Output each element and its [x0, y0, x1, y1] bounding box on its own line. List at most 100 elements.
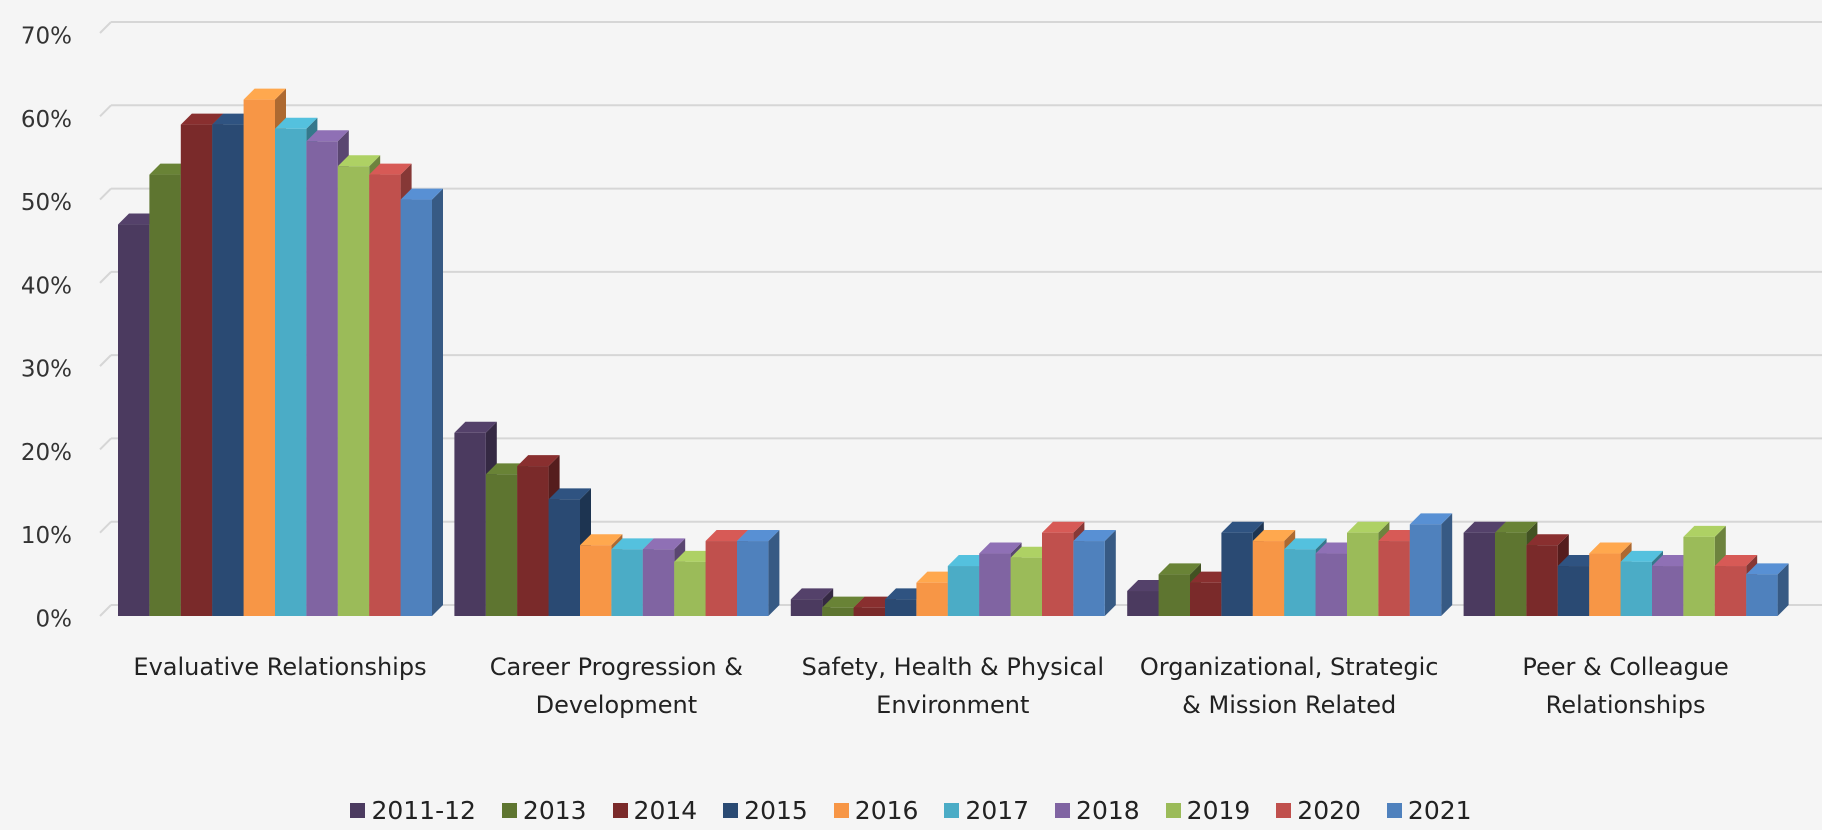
bar: [611, 549, 643, 616]
bar-side: [1441, 513, 1453, 616]
y-tick-label: 0%: [36, 607, 73, 633]
bar-side: [432, 188, 443, 617]
bar: [275, 128, 307, 616]
bar: [1315, 553, 1347, 616]
bar-top: [1620, 550, 1663, 562]
bar: [1526, 545, 1558, 616]
bar-top: [1073, 530, 1116, 542]
legend-swatch: [1055, 803, 1071, 818]
y-tick-label: 50%: [21, 190, 72, 216]
bar: [674, 561, 706, 616]
legend-item: 2018: [1055, 796, 1140, 825]
legend-item: 2011-12: [350, 796, 476, 825]
y-tick-label: 60%: [21, 107, 72, 133]
bar: [1463, 532, 1495, 616]
bar-top: [1042, 521, 1085, 533]
legend-swatch: [944, 803, 960, 818]
bar-top: [979, 542, 1022, 554]
bar-top: [400, 188, 443, 200]
bar-top: [243, 88, 286, 100]
bar: [1589, 553, 1621, 616]
legend-label: 2019: [1186, 796, 1251, 825]
bar-top: [306, 130, 349, 142]
bar-side: [1104, 530, 1116, 616]
bar: [1190, 582, 1222, 616]
bar-top: [337, 155, 381, 167]
legend-label: 2016: [854, 796, 919, 825]
legend-label: 2021: [1407, 796, 1472, 825]
bar: [642, 549, 675, 616]
bar-top: [611, 538, 654, 550]
bar: [454, 432, 486, 616]
legend-label: 2011-12: [371, 796, 476, 825]
bar-top: [790, 588, 834, 600]
x-tick-label: Peer & Colleague Relationships: [1522, 653, 1729, 719]
bar: [822, 607, 854, 616]
bar-top: [1252, 530, 1296, 542]
x-tick-label: Career Progression & Development: [489, 653, 743, 719]
legend-item: 2014: [612, 796, 698, 825]
bar-side: [768, 530, 780, 616]
legend-swatch: [1276, 803, 1292, 818]
y-tick-label: 10%: [21, 523, 72, 549]
x-tick-label: Evaluative Relationships: [133, 653, 427, 681]
legend-item: 2017: [944, 796, 1029, 825]
bar: [1409, 524, 1442, 616]
bar-top: [1746, 563, 1789, 575]
y-tick-label: 20%: [21, 440, 72, 466]
bar-top: [737, 530, 780, 542]
bar: [705, 541, 737, 616]
bar: [243, 99, 275, 617]
grid-line-side: [99, 521, 112, 534]
bar: [485, 474, 518, 616]
y-tick-label: 40%: [21, 273, 72, 299]
grid-line-side: [99, 604, 112, 617]
bar: [118, 224, 150, 617]
legend-swatch: [350, 803, 366, 818]
legend-label: 2020: [1297, 796, 1361, 825]
bar: [337, 166, 370, 616]
bar: [1284, 549, 1316, 616]
legend-swatch: [501, 803, 517, 818]
bar: [1127, 591, 1159, 616]
bar: [1557, 566, 1590, 616]
legend-label: 2014: [633, 796, 698, 825]
bar: [790, 599, 823, 616]
bar-top: [180, 113, 224, 125]
bar: [400, 199, 432, 617]
bar-top: [580, 534, 623, 546]
grid-line-side: [99, 354, 112, 367]
bar-top: [822, 596, 865, 608]
legend-swatch: [723, 803, 739, 818]
bar-top: [1158, 563, 1201, 575]
bar: [885, 599, 917, 616]
bar: [1010, 557, 1042, 616]
bar: [517, 466, 549, 616]
y-tick-label: 70%: [21, 24, 72, 50]
bar-top: [1347, 521, 1390, 533]
bar-top: [1463, 521, 1506, 533]
bar-top: [517, 455, 560, 467]
grid-line-side: [99, 187, 112, 201]
bar-top: [1526, 534, 1569, 546]
grid-line-side: [99, 104, 112, 117]
bar: [149, 174, 181, 617]
bar: [947, 566, 980, 616]
legend-swatch: [612, 803, 628, 818]
legend: 2011-12 2013 2014 2015 2016 2017 2018 2019 2020 2…: [0, 796, 1822, 825]
bar-top: [275, 117, 318, 129]
bar: [1221, 532, 1253, 616]
bar-top: [705, 530, 748, 542]
bar: [737, 541, 769, 616]
bar-top: [1409, 513, 1453, 525]
bar: [1347, 532, 1379, 616]
x-tick-label: Organizational, Strategic & Mission Rela…: [1139, 653, 1439, 719]
legend-item: 2015: [723, 796, 808, 825]
bar: [580, 545, 612, 616]
bar: [916, 582, 948, 616]
bar-top: [454, 421, 497, 433]
legend-item: 2013: [501, 796, 587, 825]
bar-top: [1589, 542, 1632, 554]
